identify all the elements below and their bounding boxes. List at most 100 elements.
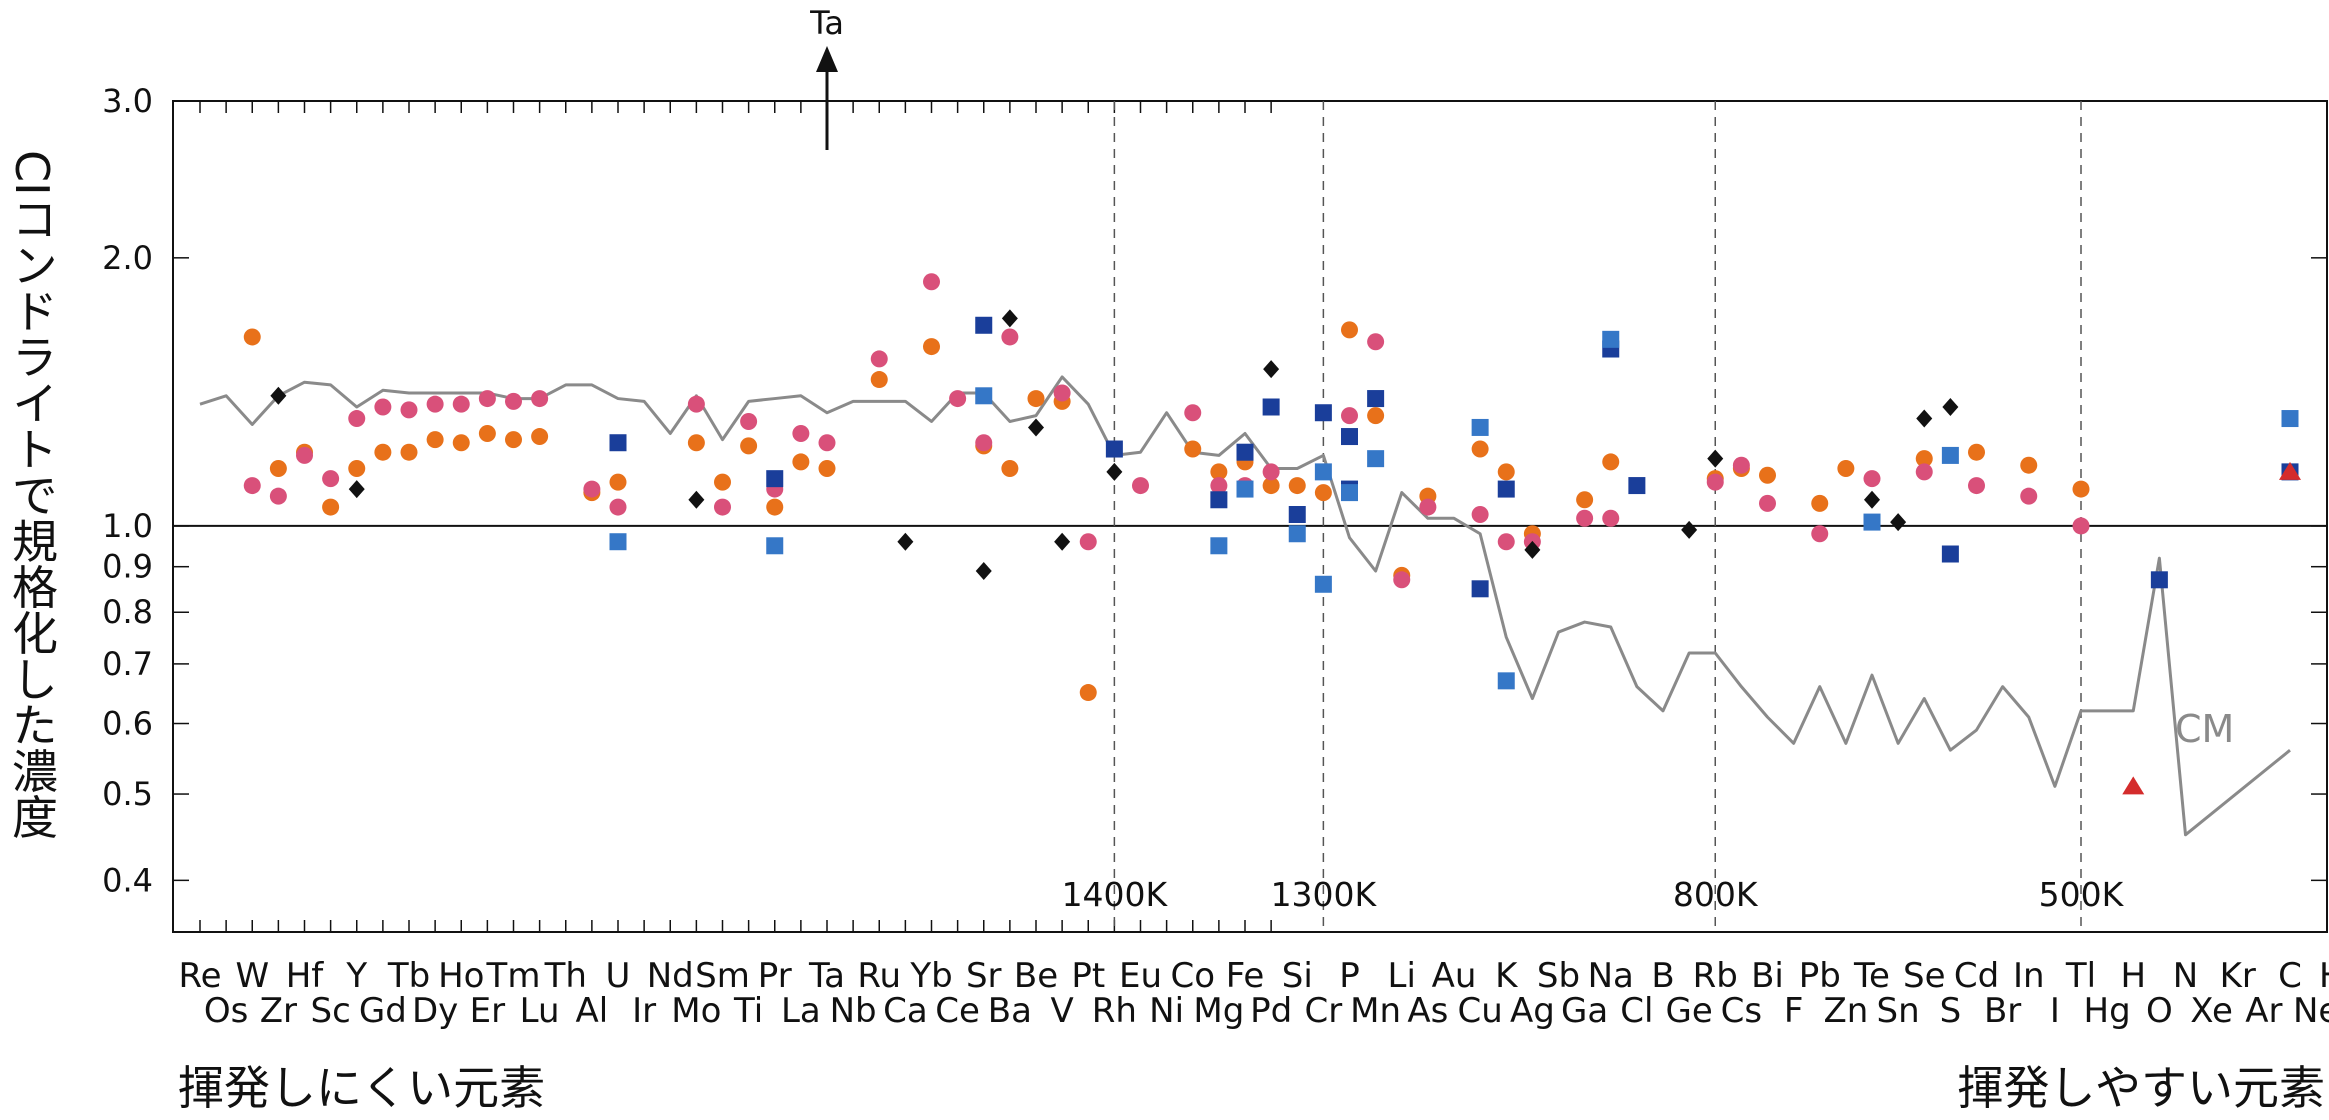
data-point-circle — [243, 328, 261, 346]
data-point-square — [609, 434, 627, 452]
data-point-circle — [1210, 463, 1228, 481]
data-point-square — [1314, 463, 1332, 481]
data-point-circle — [426, 431, 444, 449]
ta-arrow-head — [816, 46, 838, 72]
data-point-square — [1471, 580, 1489, 598]
data-point-circle — [1210, 477, 1228, 495]
y-tick-label: 0.9 — [102, 548, 153, 586]
data-point-square — [2150, 571, 2168, 589]
data-point-square — [1497, 480, 1515, 498]
element-label-bottom: Er — [470, 991, 505, 1031]
data-point-square — [1367, 450, 1385, 468]
element-label-bottom: Rh — [1092, 991, 1137, 1031]
data-point-diamond — [1681, 520, 1698, 539]
data-point-square — [1236, 480, 1254, 498]
data-point-circle — [1732, 456, 1750, 474]
element-label-bottom: Mo — [671, 991, 721, 1031]
element-label-bottom: Ni — [1149, 991, 1184, 1031]
data-point-circle — [714, 498, 731, 516]
data-point-square — [1262, 398, 1280, 416]
data-point-square — [1941, 545, 1959, 563]
data-point-square — [1367, 390, 1385, 408]
data-point-circle — [1027, 390, 1045, 408]
element-label-top: Sm — [695, 956, 750, 996]
data-point-circle — [1053, 384, 1071, 402]
data-point-circle — [348, 460, 366, 478]
element-label-top: K — [1495, 956, 1519, 996]
data-point-square — [1341, 428, 1358, 446]
data-point-circle — [2072, 480, 2090, 498]
data-point-circle — [1288, 477, 1306, 495]
element-label-bottom: F — [1784, 991, 1804, 1031]
element-label-bottom: Ir — [632, 991, 656, 1031]
element-label-top: C — [2278, 956, 2302, 996]
data-point-circle — [452, 395, 470, 413]
data-point-square — [766, 470, 784, 488]
data-point-circle — [1367, 407, 1385, 425]
data-point-diamond — [1028, 418, 1044, 437]
data-point-circle — [2020, 456, 2038, 474]
data-point-circle — [1811, 525, 1829, 543]
data-point-square — [1941, 446, 1959, 464]
data-point-circle — [583, 480, 601, 498]
y-tick-label: 0.6 — [102, 705, 153, 743]
y-tick-label: 0.8 — [102, 593, 153, 631]
data-point-circle — [269, 460, 287, 478]
element-label-bottom: Xe — [2190, 991, 2233, 1031]
element-label-bottom: Sn — [1877, 991, 1920, 1031]
element-label-top: Tb — [387, 956, 430, 996]
element-label-top: Fe — [1226, 956, 1265, 996]
data-point-circle — [818, 460, 836, 478]
element-label-top: Sr — [966, 956, 1002, 996]
data-point-circle — [1576, 509, 1594, 527]
data-point-square — [1628, 477, 1646, 495]
data-point-circle — [296, 446, 313, 464]
element-label-bottom: O — [2146, 991, 2173, 1031]
data-point-circle — [1341, 321, 1358, 339]
data-point-circle — [1471, 506, 1489, 524]
element-label-top: Li — [1388, 956, 1416, 996]
data-point-circle — [1602, 453, 1620, 471]
data-point-circle — [818, 434, 836, 452]
data-point-square — [766, 537, 784, 555]
data-point-circle — [1184, 404, 1202, 422]
data-point-circle — [478, 424, 496, 442]
data-point-circle — [609, 473, 627, 491]
element-label-top: Pb — [1799, 956, 1841, 996]
element-label-top: Hf — [286, 956, 325, 996]
element-label-top: Y — [345, 956, 367, 996]
data-point-circle — [1262, 477, 1280, 495]
element-label-bottom: Ba — [988, 991, 1032, 1031]
data-point-diamond — [1106, 462, 1123, 481]
data-point-circle — [870, 350, 888, 368]
element-label-bottom: Hg — [2084, 991, 2131, 1031]
element-label-top: Re — [178, 956, 221, 996]
data-point-circle — [1968, 477, 1985, 495]
data-point-square — [1341, 484, 1358, 502]
data-point-circle — [1968, 443, 1985, 461]
data-point-circle — [1079, 533, 1097, 551]
element-label-top: Cd — [1954, 956, 1999, 996]
data-point-circle — [687, 434, 705, 452]
data-point-circle — [243, 477, 261, 495]
data-point-circle — [792, 424, 810, 442]
ta-arrow-label: Ta — [809, 4, 844, 42]
data-point-square — [1471, 418, 1489, 436]
element-label-bottom: Zr — [260, 991, 297, 1031]
data-point-circle — [505, 431, 522, 449]
data-point-circle — [348, 410, 366, 428]
data-point-square — [2281, 410, 2299, 428]
element-label-top: Ta — [808, 956, 845, 996]
data-point-circle — [740, 437, 758, 455]
temperature-label: 1300K — [1271, 875, 1378, 914]
element-label-bottom: Ar — [2245, 991, 2282, 1031]
data-point-circle — [870, 371, 888, 389]
data-point-circle — [1915, 463, 1933, 481]
element-label-top: Yb — [909, 956, 952, 996]
element-label-bottom: V — [1050, 991, 1073, 1031]
element-label-bottom: Br — [1984, 991, 2021, 1031]
data-point-circle — [1001, 328, 1019, 346]
data-point-circle — [374, 398, 392, 416]
data-point-circle — [269, 487, 287, 505]
temperature-label: 500K — [2039, 875, 2125, 914]
